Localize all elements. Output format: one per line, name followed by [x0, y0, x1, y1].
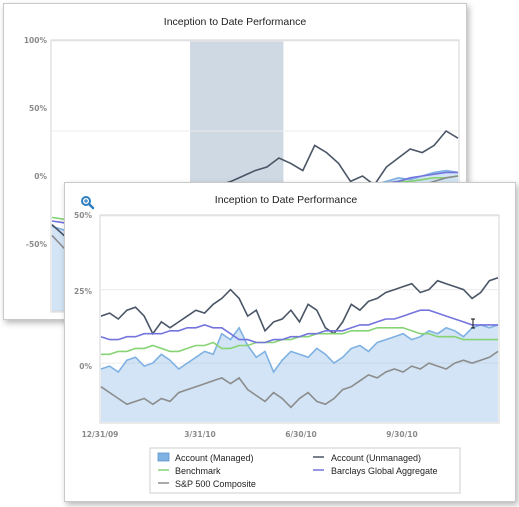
front-line-account-unmanaged[interactable]	[100, 277, 499, 336]
legend-label: Account (Unmanaged)	[331, 453, 421, 463]
legend-swatch-account-managed	[157, 452, 170, 462]
front-line-barclays-global-aggregate[interactable]	[100, 309, 498, 344]
legend-item-barclays[interactable]: Barclays Global Aggregate	[313, 466, 438, 476]
front-chart: Inception to Date Performance 50% 25% 0%…	[74, 194, 500, 494]
back-chart-title: Inception to Date Performance	[164, 16, 307, 28]
front-plot-area	[99, 214, 500, 424]
front-xtick-label: 6/30/10	[285, 430, 317, 439]
front-area-account-managed[interactable]	[101, 324, 498, 422]
legend-label: Account (Managed)	[175, 453, 254, 463]
legend-item-account-unmanaged[interactable]: Account (Unmanaged)	[313, 453, 421, 463]
front-ytick-label: 0%	[79, 362, 92, 371]
legend-item-sp500[interactable]: S&P 500 Composite	[158, 479, 256, 489]
cursor-icon	[471, 318, 475, 329]
back-ytick-label: 50%	[29, 104, 47, 113]
front-gridlines	[101, 215, 498, 364]
legend-label: Barclays Global Aggregate	[331, 466, 438, 476]
legend-box	[149, 447, 461, 494]
front-series-group	[100, 277, 499, 422]
front-xtick-label: 12/31/09	[82, 430, 119, 439]
back-ytick-label: 0%	[34, 172, 47, 181]
legend-item-account-managed[interactable]: Account (Managed)	[157, 452, 254, 463]
front-ytick-label: 25%	[74, 287, 92, 296]
front-line-account-managed[interactable]	[100, 324, 499, 374]
front-xtick-label: 3/31/10	[184, 430, 216, 439]
front-ytick-label: 50%	[74, 211, 92, 220]
back-ytick-label: 100%	[24, 36, 48, 45]
front-xtick-label: 9/30/10	[386, 430, 418, 439]
legend-label: S&P 500 Composite	[175, 479, 256, 489]
magnifier-icon[interactable]	[81, 196, 95, 210]
back-ytick-label: -50%	[26, 240, 48, 249]
legend-item-benchmark[interactable]: Benchmark	[158, 466, 221, 476]
legend: Account (Managed) Account (Unmanaged) Be…	[149, 447, 461, 494]
front-line-s-p-500-composite[interactable]	[100, 350, 499, 409]
front-chart-panel: Inception to Date Performance 50% 25% 0%…	[64, 182, 516, 502]
legend-label: Benchmark	[175, 466, 221, 476]
front-chart-title: Inception to Date Performance	[215, 194, 358, 206]
